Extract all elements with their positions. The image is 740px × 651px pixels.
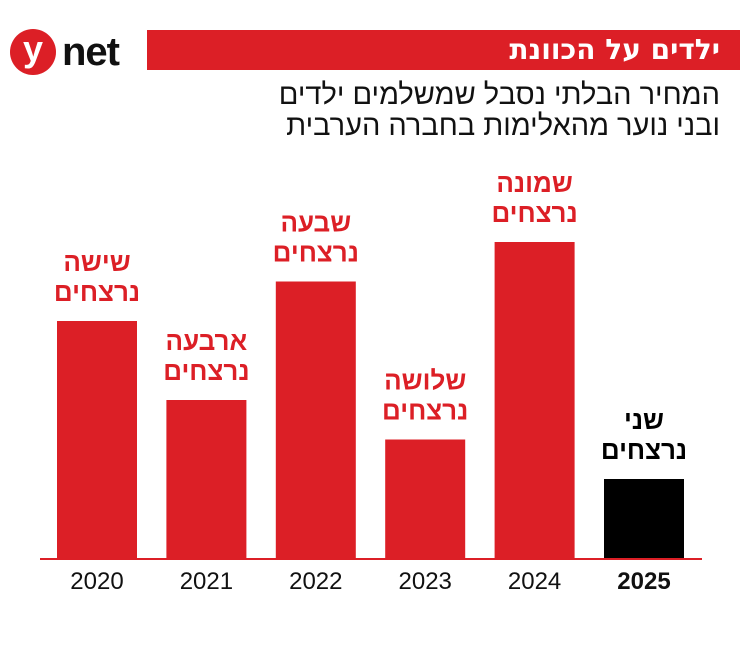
chart-title: ילדים על הכוונת	[509, 33, 720, 66]
data-label-2024-line-2: נרצחים	[491, 198, 577, 228]
data-label-2021-line-1: ארבעה	[166, 326, 248, 356]
subtitle: המחיר הבלתי נסבל שמשלמים ילדים ובני נוער…	[279, 80, 720, 142]
subtitle-line-1: המחיר הבלתי נסבל שמשלמים ילדים	[278, 79, 720, 111]
bar-2025	[604, 479, 684, 558]
x-tick-label-2023: 2023	[399, 568, 452, 595]
bar-2024	[494, 242, 575, 558]
bar-2020	[57, 321, 137, 558]
x-tick-label-2021: 2021	[180, 568, 233, 595]
bar-2021	[166, 400, 247, 558]
data-label-2023-line-2: נרצחים	[382, 396, 468, 426]
subtitle-line-2: ובני נוער מהאלימות בחברה הערבית	[286, 110, 720, 142]
data-label-2023-line-1: שלושה	[384, 366, 466, 396]
data-label-2022-line-1: שבעה	[280, 208, 351, 238]
bar-2022	[275, 281, 356, 558]
ynet-logo: y net	[10, 27, 120, 77]
data-label-2024-line-1: שמונה	[496, 168, 572, 198]
title-banner: ילדים על הכוונת	[147, 30, 740, 70]
data-label-2020-line-1: שישה	[63, 247, 130, 277]
logo-y-circle: y	[10, 29, 56, 75]
x-tick-label-2020: 2020	[70, 568, 123, 595]
data-label-2022-line-2: נרצחים	[273, 238, 359, 268]
data-label-2020-line-2: נרצחים	[54, 277, 140, 307]
logo-net-text: net	[62, 29, 120, 74]
x-tick-label-2024: 2024	[508, 568, 561, 595]
data-label-2025-line-2: נרצחים	[601, 435, 687, 465]
data-label-2021-line-2: נרצחים	[163, 356, 249, 386]
x-tick-label-2025: 2025	[617, 568, 670, 595]
data-label-2025-line-1: שני	[624, 405, 664, 435]
x-tick-label-2022: 2022	[289, 568, 342, 595]
bar-2023	[385, 439, 466, 558]
